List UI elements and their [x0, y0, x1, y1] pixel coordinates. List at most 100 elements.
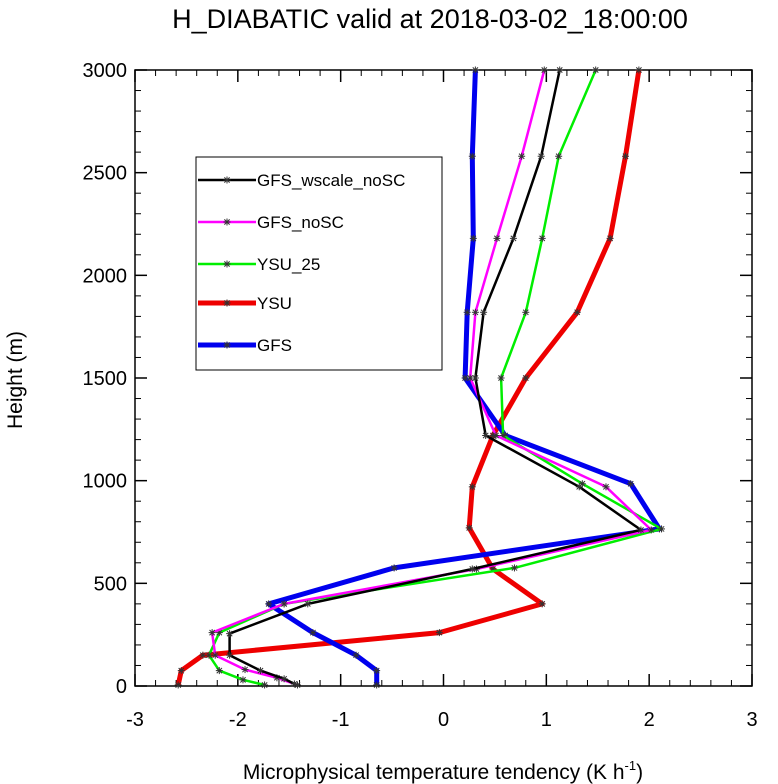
y-tick-label: 1500 [83, 368, 128, 390]
legend-item: YSU_25 [198, 255, 320, 274]
series-point [480, 308, 488, 316]
legend-label: YSU_25 [257, 255, 320, 274]
series-point [522, 308, 530, 316]
x-axis-label-tail: ) [636, 761, 643, 784]
series-GFS_noSC [208, 66, 655, 689]
series-point [537, 152, 545, 160]
series-point [497, 374, 505, 382]
series-layer [174, 66, 666, 689]
series-point [373, 667, 381, 675]
series-line [266, 69, 662, 685]
series-point [309, 629, 317, 637]
legend-marker [223, 218, 231, 226]
series-point [461, 374, 469, 382]
series-point [469, 234, 477, 242]
series-point [518, 152, 526, 160]
series-point [658, 525, 666, 533]
series-point [304, 600, 312, 608]
series-point [622, 152, 630, 160]
legend-marker [223, 341, 231, 349]
series-point [177, 667, 185, 675]
series-point [492, 431, 500, 439]
series-point [555, 152, 563, 160]
series-point [226, 651, 234, 659]
series-point [627, 480, 635, 488]
legend-marker [223, 176, 231, 184]
series-point [280, 600, 288, 608]
axis-ticks: -3 -2 -1 0 1 2 3 0 500 1000 1500 2000 2500 3000 [83, 60, 758, 731]
series-point [465, 524, 473, 532]
legend-marker [223, 260, 231, 268]
series-point [471, 66, 479, 74]
series-point [239, 676, 247, 684]
series-point [390, 564, 398, 572]
series-point [573, 308, 581, 316]
x-tick-label: -1 [332, 709, 350, 731]
y-tick-label: 500 [94, 573, 127, 595]
legend-item: GFS_noSC [198, 213, 344, 232]
x-axis-label-main: Microphysical temperature tendency (K h [243, 761, 625, 784]
series-point [540, 66, 548, 74]
x-tick-label: 2 [644, 709, 655, 731]
series-point [241, 666, 249, 674]
x-tick-label: 3 [746, 709, 757, 731]
legend-marker [223, 299, 231, 307]
legend-label: GFS [257, 336, 292, 355]
series-point [602, 483, 610, 491]
series-point [522, 374, 530, 382]
series-point [468, 152, 476, 160]
series-point [199, 651, 207, 659]
legend-items: GFS_wscale_noSC GFS_noSC YSU_25 YSU GFS [198, 171, 405, 355]
series-point [261, 681, 269, 689]
x-tick-label: -2 [229, 709, 247, 731]
y-tick-label: 3000 [83, 60, 128, 82]
series-point [352, 651, 360, 659]
series-point [174, 681, 182, 689]
series-point [290, 680, 298, 688]
series-line [175, 69, 642, 686]
legend-item: GFS [198, 336, 292, 355]
series-point [373, 681, 381, 689]
legend-item: YSU [198, 294, 292, 313]
series-point [606, 234, 614, 242]
series-point [208, 629, 216, 637]
y-tick-label: 1000 [83, 471, 128, 493]
series-point [575, 483, 583, 491]
x-axis-label-superscript: -1 [625, 758, 637, 773]
series-point [493, 234, 501, 242]
series-point [471, 374, 479, 382]
series-point [556, 66, 564, 74]
series-point [471, 308, 479, 316]
series-point [538, 600, 546, 608]
series-point [265, 600, 273, 608]
legend-label: GFS_noSC [257, 213, 344, 232]
y-tick-label: 0 [116, 676, 127, 698]
series-point [482, 431, 490, 439]
series-point [510, 564, 518, 572]
series-point [592, 66, 600, 74]
series-point [280, 675, 288, 683]
series-point [256, 667, 264, 675]
series-point [226, 630, 234, 638]
series-point [211, 651, 219, 659]
series-point [635, 66, 643, 74]
y-axis-label: Height (m) [4, 331, 27, 429]
legend-label: YSU [257, 294, 292, 313]
x-tick-label: -3 [126, 709, 144, 731]
series-GFS_wscale_noSC [226, 66, 645, 688]
series-point [538, 234, 546, 242]
series-point [435, 629, 443, 637]
legend-label: GFS_wscale_noSC [257, 171, 405, 190]
series-point [647, 526, 655, 534]
y-tick-label: 2000 [83, 265, 128, 287]
x-tick-label: 1 [541, 709, 552, 731]
series-point [463, 308, 471, 316]
legend: GFS_wscale_noSC GFS_noSC YSU_25 YSU GFS [195, 156, 443, 371]
x-tick-label: 0 [438, 709, 449, 731]
series-point [215, 667, 223, 675]
y-tick-label: 2500 [83, 163, 128, 185]
series-point [205, 651, 213, 659]
series-point [468, 483, 476, 491]
chart-title: H_DIABATIC valid at 2018-03-02_18:00:00 [172, 4, 688, 34]
x-axis-label: Microphysical temperature tendency (K h-… [243, 758, 643, 784]
